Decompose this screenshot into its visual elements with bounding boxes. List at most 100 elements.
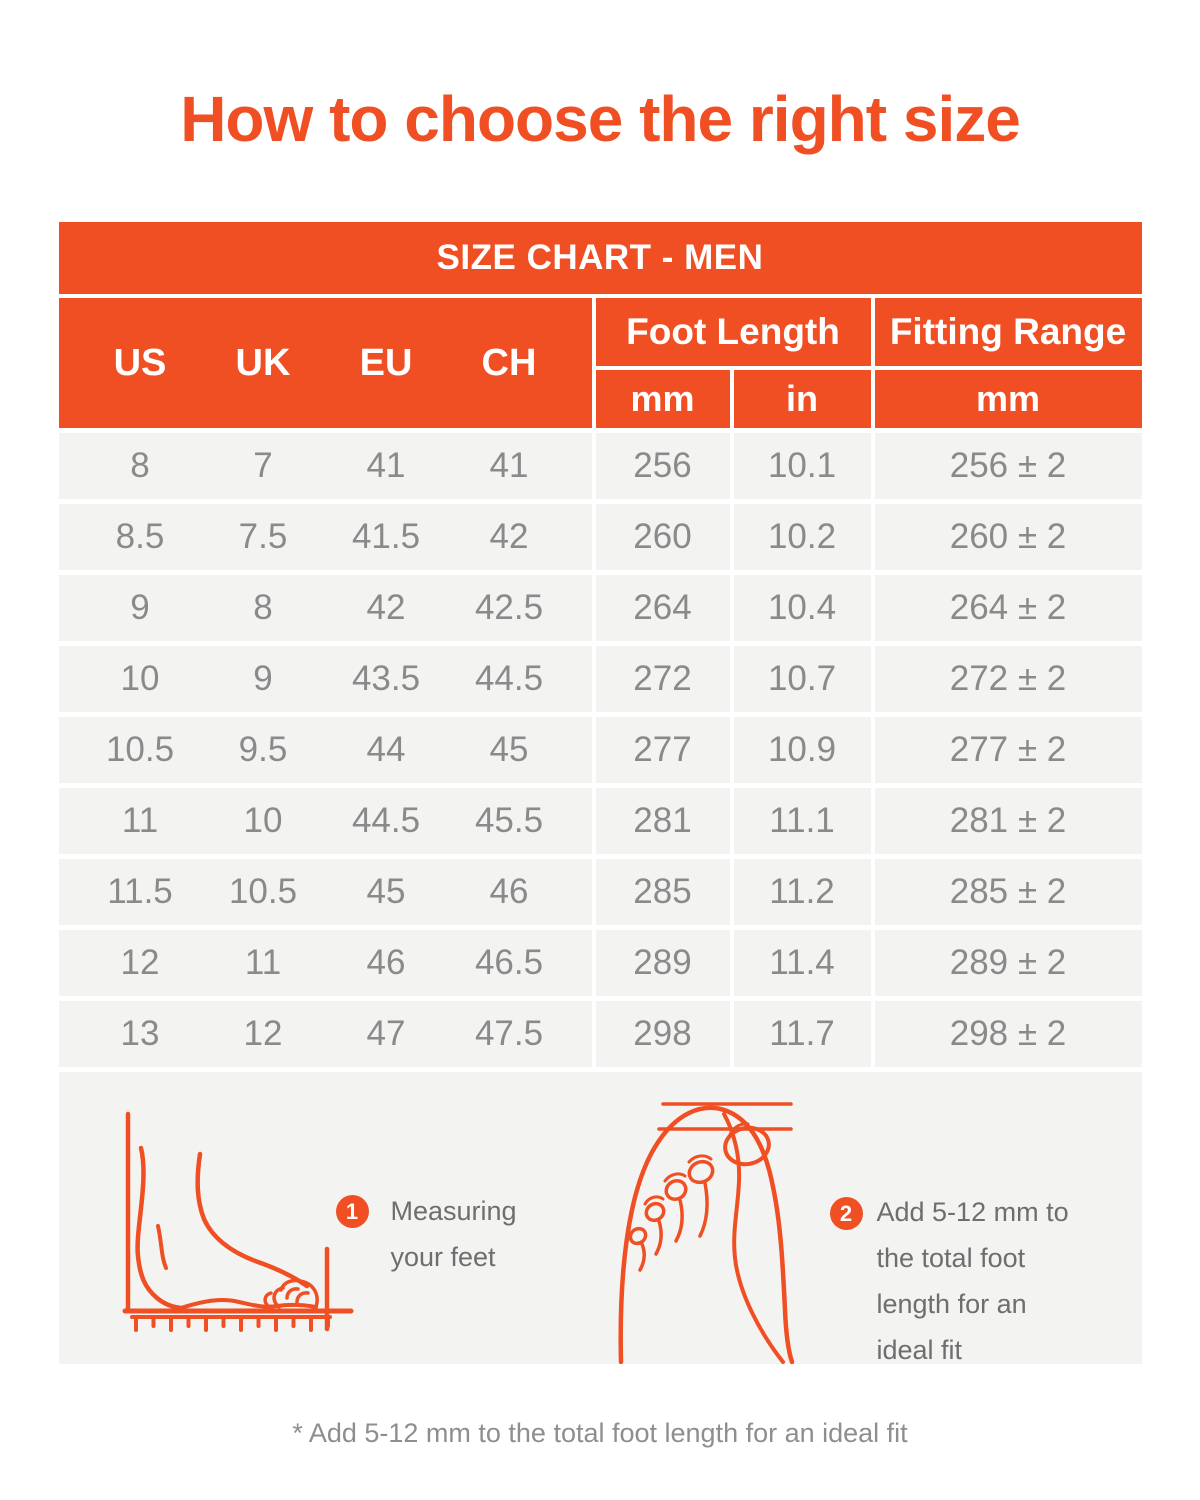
cell-eu: 41: [366, 446, 406, 485]
cell-foot-length-in: 11.4: [733, 930, 871, 996]
cell-fitting-range: 285 ± 2: [874, 859, 1142, 925]
cell-ch: 41: [489, 446, 529, 485]
cell-ch: 44.5: [474, 659, 544, 698]
cell-foot-length-in: 11.7: [733, 1001, 871, 1067]
foot-top-view-icon: [617, 1102, 794, 1364]
cell-foot-length-mm: 277: [595, 717, 730, 783]
size-cells: 11.5 10.5 45 46: [58, 859, 592, 925]
cell-fitting-range: 264 ± 2: [874, 575, 1142, 641]
cell-fitting-range: 277 ± 2: [874, 717, 1142, 783]
cell-foot-length-mm: 289: [595, 930, 730, 996]
cell-ch: 45.5: [474, 801, 544, 840]
step-2-badge: 2: [829, 1197, 863, 1230]
cell-uk: 12: [243, 1014, 283, 1053]
cell-fitting-range: 289 ± 2: [874, 930, 1142, 996]
cell-fitting-range: 256 ± 2: [874, 433, 1142, 499]
footnote: * Add 5-12 mm to the total foot length f…: [292, 1418, 908, 1448]
size-cells: 11 10 44.5 45.5: [58, 788, 592, 854]
cell-us: 8: [130, 446, 150, 485]
cell-foot-length-mm: 285: [595, 859, 730, 925]
cell-uk: 9: [253, 659, 273, 698]
cell-eu: 45: [366, 872, 406, 911]
size-table-body: 8 7 41 41 256 10.1 256 ± 2 8.5 7.5 41.5 …: [58, 433, 1142, 1067]
cell-eu: 42: [366, 588, 406, 627]
cell-fitting-range: 298 ± 2: [874, 1001, 1142, 1067]
cell-foot-length-mm: 272: [595, 646, 730, 712]
table-row: 11 10 44.5 45.5 281 11.1 281 ± 2: [58, 788, 1142, 854]
cell-eu: 43.5: [351, 659, 421, 698]
header-foot-length: Foot Length: [595, 298, 871, 366]
cell-eu: 44.5: [351, 801, 421, 840]
step-1-badge: 1: [335, 1195, 369, 1228]
cell-uk: 11: [244, 943, 282, 982]
table-row: 8.5 7.5 41.5 42 260 10.2 260 ± 2: [58, 504, 1142, 570]
cell-foot-length-in: 11.1: [733, 788, 871, 854]
header-foot-length-mm: mm: [595, 370, 730, 428]
table-row: 12 11 46 46.5 289 11.4 289 ± 2: [58, 930, 1142, 996]
cell-foot-length-mm: 281: [595, 788, 730, 854]
size-cells: 10 9 43.5 44.5: [58, 646, 592, 712]
cell-us: 10.5: [105, 730, 175, 769]
cell-ch: 42.5: [474, 588, 544, 627]
cell-eu: 41.5: [351, 517, 421, 556]
foot-side-view-icon: [122, 1111, 353, 1332]
cell-foot-length-in: 10.4: [733, 575, 871, 641]
table-row: 8 7 41 41 256 10.1 256 ± 2: [58, 433, 1142, 499]
cell-uk: 10.5: [228, 872, 298, 911]
cell-ch: 46: [489, 872, 529, 911]
cell-eu: 46: [366, 943, 406, 982]
cell-ch: 46.5: [474, 943, 544, 982]
header-fitting-range-mm: mm: [874, 370, 1142, 428]
size-cells: 12 11 46 46.5: [58, 930, 592, 996]
page-title: How to choose the right size: [180, 83, 1021, 155]
header-us: US: [113, 341, 167, 384]
cell-uk: 9.5: [238, 730, 288, 769]
ruler-icon: [129, 1315, 332, 1332]
cell-ch: 47.5: [474, 1014, 544, 1053]
size-cells: 8.5 7.5 41.5 42: [58, 504, 592, 570]
size-cells: 8 7 41 41: [58, 433, 592, 499]
cell-us: 13: [120, 1014, 160, 1053]
cell-us: 9: [130, 588, 150, 627]
header-ch: CH: [481, 341, 537, 384]
table-row: 13 12 47 47.5 298 11.7 298 ± 2: [58, 1001, 1142, 1067]
header-eu: EU: [359, 341, 413, 384]
cell-foot-length-in: 11.2: [733, 859, 871, 925]
table-row: 10 9 43.5 44.5 272 10.7 272 ± 2: [58, 646, 1142, 712]
header-uk: UK: [235, 341, 291, 384]
cell-foot-length-mm: 264: [595, 575, 730, 641]
table-row: 11.5 10.5 45 46 285 11.2 285 ± 2: [58, 859, 1142, 925]
table-header: US UK EU CH Foot Length Fitting Range mm…: [58, 298, 1142, 428]
header-foot-length-in: in: [733, 370, 871, 428]
cell-us: 11.5: [107, 872, 173, 911]
size-cells: 10.5 9.5 44 45: [58, 717, 592, 783]
size-cells: 9 8 42 42.5: [58, 575, 592, 641]
cell-foot-length-in: 10.2: [733, 504, 871, 570]
cell-fitting-range: 260 ± 2: [874, 504, 1142, 570]
cell-foot-length-mm: 260: [595, 504, 730, 570]
cell-uk: 7: [253, 446, 273, 485]
size-guide: How to choose the right size SIZE CHART …: [58, 0, 1142, 1449]
cell-us: 11: [121, 801, 159, 840]
measuring-instructions-panel: 1 Measuring your feet: [58, 1072, 1142, 1365]
cell-foot-length-in: 10.1: [733, 433, 871, 499]
table-row: 10.5 9.5 44 45 277 10.9 277 ± 2: [58, 717, 1142, 783]
cell-uk: 7.5: [238, 517, 288, 556]
cell-ch: 45: [489, 730, 529, 769]
cell-us: 10: [120, 659, 160, 698]
cell-us: 8.5: [115, 517, 165, 556]
size-cells: 13 12 47 47.5: [58, 1001, 592, 1067]
cell-foot-length-in: 10.7: [733, 646, 871, 712]
cell-eu: 44: [366, 730, 406, 769]
header-fitting-range: Fitting Range: [874, 298, 1142, 366]
table-row: 9 8 42 42.5 264 10.4 264 ± 2: [58, 575, 1142, 641]
step-2-text: Add 5-12 mm to the total foot length for…: [876, 1197, 1069, 1365]
cell-fitting-range: 272 ± 2: [874, 646, 1142, 712]
step-1-text: Measuring your feet: [390, 1196, 517, 1272]
size-columns-header: US UK EU CH: [58, 298, 592, 428]
cell-foot-length-in: 10.9: [733, 717, 871, 783]
size-chart-banner: SIZE CHART - MEN: [58, 222, 1142, 294]
cell-foot-length-mm: 256: [595, 433, 730, 499]
cell-fitting-range: 281 ± 2: [874, 788, 1142, 854]
cell-ch: 42: [489, 517, 529, 556]
